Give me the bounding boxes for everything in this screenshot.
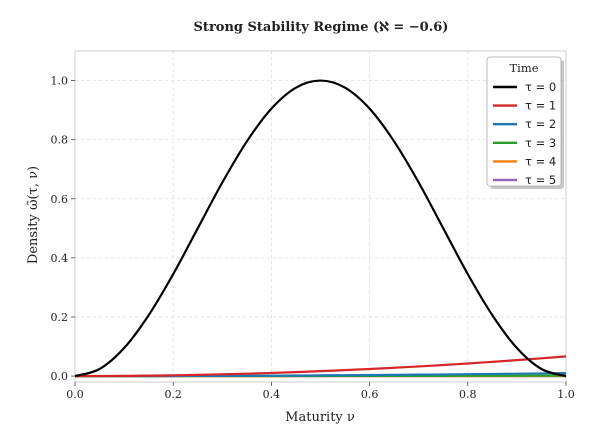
x-tick-label: 1.0 [557, 388, 575, 401]
y-axis-label: Density ω̃(τ, ν) [26, 166, 41, 264]
x-axis-label: Maturity ν [285, 410, 355, 425]
x-tick-label: 0.0 [66, 388, 84, 401]
chart-title: Strong Stability Regime (ℵ = −0.6) [194, 20, 449, 35]
y-tick-label: 0.4 [51, 252, 69, 265]
x-tick-label: 0.6 [361, 388, 379, 401]
legend-entry-label: τ = 2 [525, 117, 556, 131]
x-tick-label: 0.4 [263, 388, 281, 401]
legend-entry-label: τ = 4 [525, 154, 556, 168]
x-tick-label: 0.8 [459, 388, 477, 401]
legend: Time τ = 0 τ = 1 τ = 2 τ = 3 τ = 4 τ = 5 [487, 57, 564, 189]
legend-title: Time [509, 61, 538, 75]
legend-entry-label: τ = 3 [525, 136, 556, 150]
y-tick-label: 0.0 [51, 370, 69, 383]
legend-entry-label: τ = 0 [525, 80, 556, 94]
x-tick-label: 0.2 [164, 388, 182, 401]
y-tick-label: 0.6 [51, 193, 69, 206]
y-tick-label: 0.8 [51, 134, 69, 147]
legend-entry-label: τ = 5 [525, 173, 556, 187]
y-tick-label: 1.0 [51, 75, 69, 88]
legend-entry-label: τ = 1 [525, 99, 556, 113]
y-tick-label: 0.2 [51, 311, 69, 324]
